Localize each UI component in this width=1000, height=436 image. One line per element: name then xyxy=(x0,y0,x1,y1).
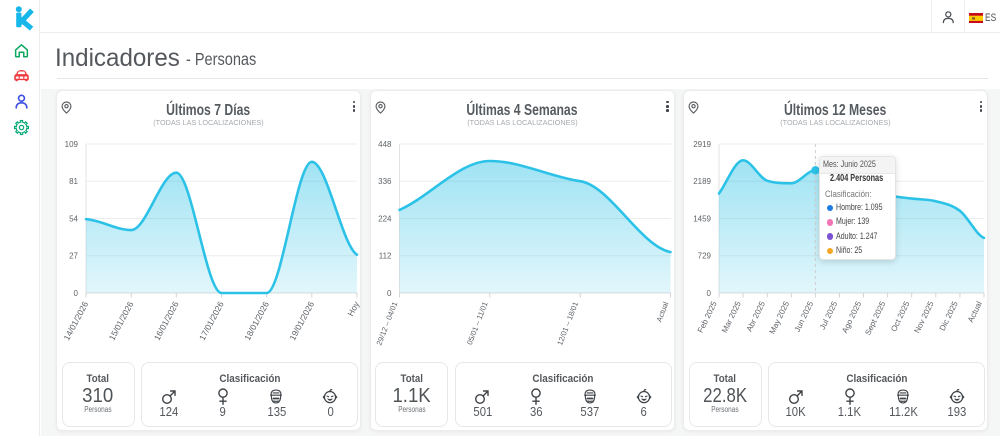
svg-text:17/01/2026: 17/01/2026 xyxy=(197,300,226,342)
svg-text:1459: 1459 xyxy=(693,214,711,223)
svg-text:Mar 2025: Mar 2025 xyxy=(720,299,743,334)
svg-text:2919: 2919 xyxy=(693,140,711,149)
svg-text:0: 0 xyxy=(707,289,712,298)
svg-text:18/01/2026: 18/01/2026 xyxy=(242,300,271,342)
svg-text:15/01/2026: 15/01/2026 xyxy=(107,300,136,342)
svg-text:54: 54 xyxy=(69,214,78,223)
svg-text:12/01 – 18/01: 12/01 – 18/01 xyxy=(555,300,580,346)
svg-text:Abr 2025: Abr 2025 xyxy=(745,299,768,333)
svg-text:0: 0 xyxy=(387,289,392,298)
svg-text:Dic 2025: Dic 2025 xyxy=(938,299,960,332)
svg-text:Feb 2025: Feb 2025 xyxy=(696,299,719,334)
svg-text:14/01/2026: 14/01/2026 xyxy=(61,300,90,342)
svg-text:2189: 2189 xyxy=(693,177,711,186)
svg-text:729: 729 xyxy=(698,252,712,261)
svg-text:27: 27 xyxy=(69,252,78,261)
svg-text:May 2025: May 2025 xyxy=(768,299,792,335)
svg-text:Nov 2025: Nov 2025 xyxy=(912,299,935,334)
svg-text:448: 448 xyxy=(378,140,392,149)
svg-text:224: 224 xyxy=(378,214,392,223)
svg-text:05/01 – 11/01: 05/01 – 11/01 xyxy=(465,300,490,346)
svg-text:336: 336 xyxy=(378,177,392,186)
svg-text:81: 81 xyxy=(69,177,78,186)
svg-text:29/12 – 04/01: 29/12 – 04/01 xyxy=(374,300,399,346)
svg-text:Sept 2025: Sept 2025 xyxy=(863,299,887,336)
svg-text:Hoy: Hoy xyxy=(345,299,361,318)
svg-text:Jun 2025: Jun 2025 xyxy=(793,299,816,333)
svg-text:16/01/2026: 16/01/2026 xyxy=(152,300,181,342)
svg-text:Actual: Actual xyxy=(654,300,670,323)
svg-text:0: 0 xyxy=(74,289,79,298)
svg-text:109: 109 xyxy=(65,140,79,149)
svg-text:Oct 2025: Oct 2025 xyxy=(889,299,912,333)
svg-text:Ago 2025: Ago 2025 xyxy=(840,299,863,334)
svg-text:112: 112 xyxy=(378,252,391,261)
svg-text:19/01/2026: 19/01/2026 xyxy=(287,300,316,342)
svg-text:Actual: Actual xyxy=(966,300,984,324)
svg-text:Jul 2025: Jul 2025 xyxy=(818,299,840,331)
